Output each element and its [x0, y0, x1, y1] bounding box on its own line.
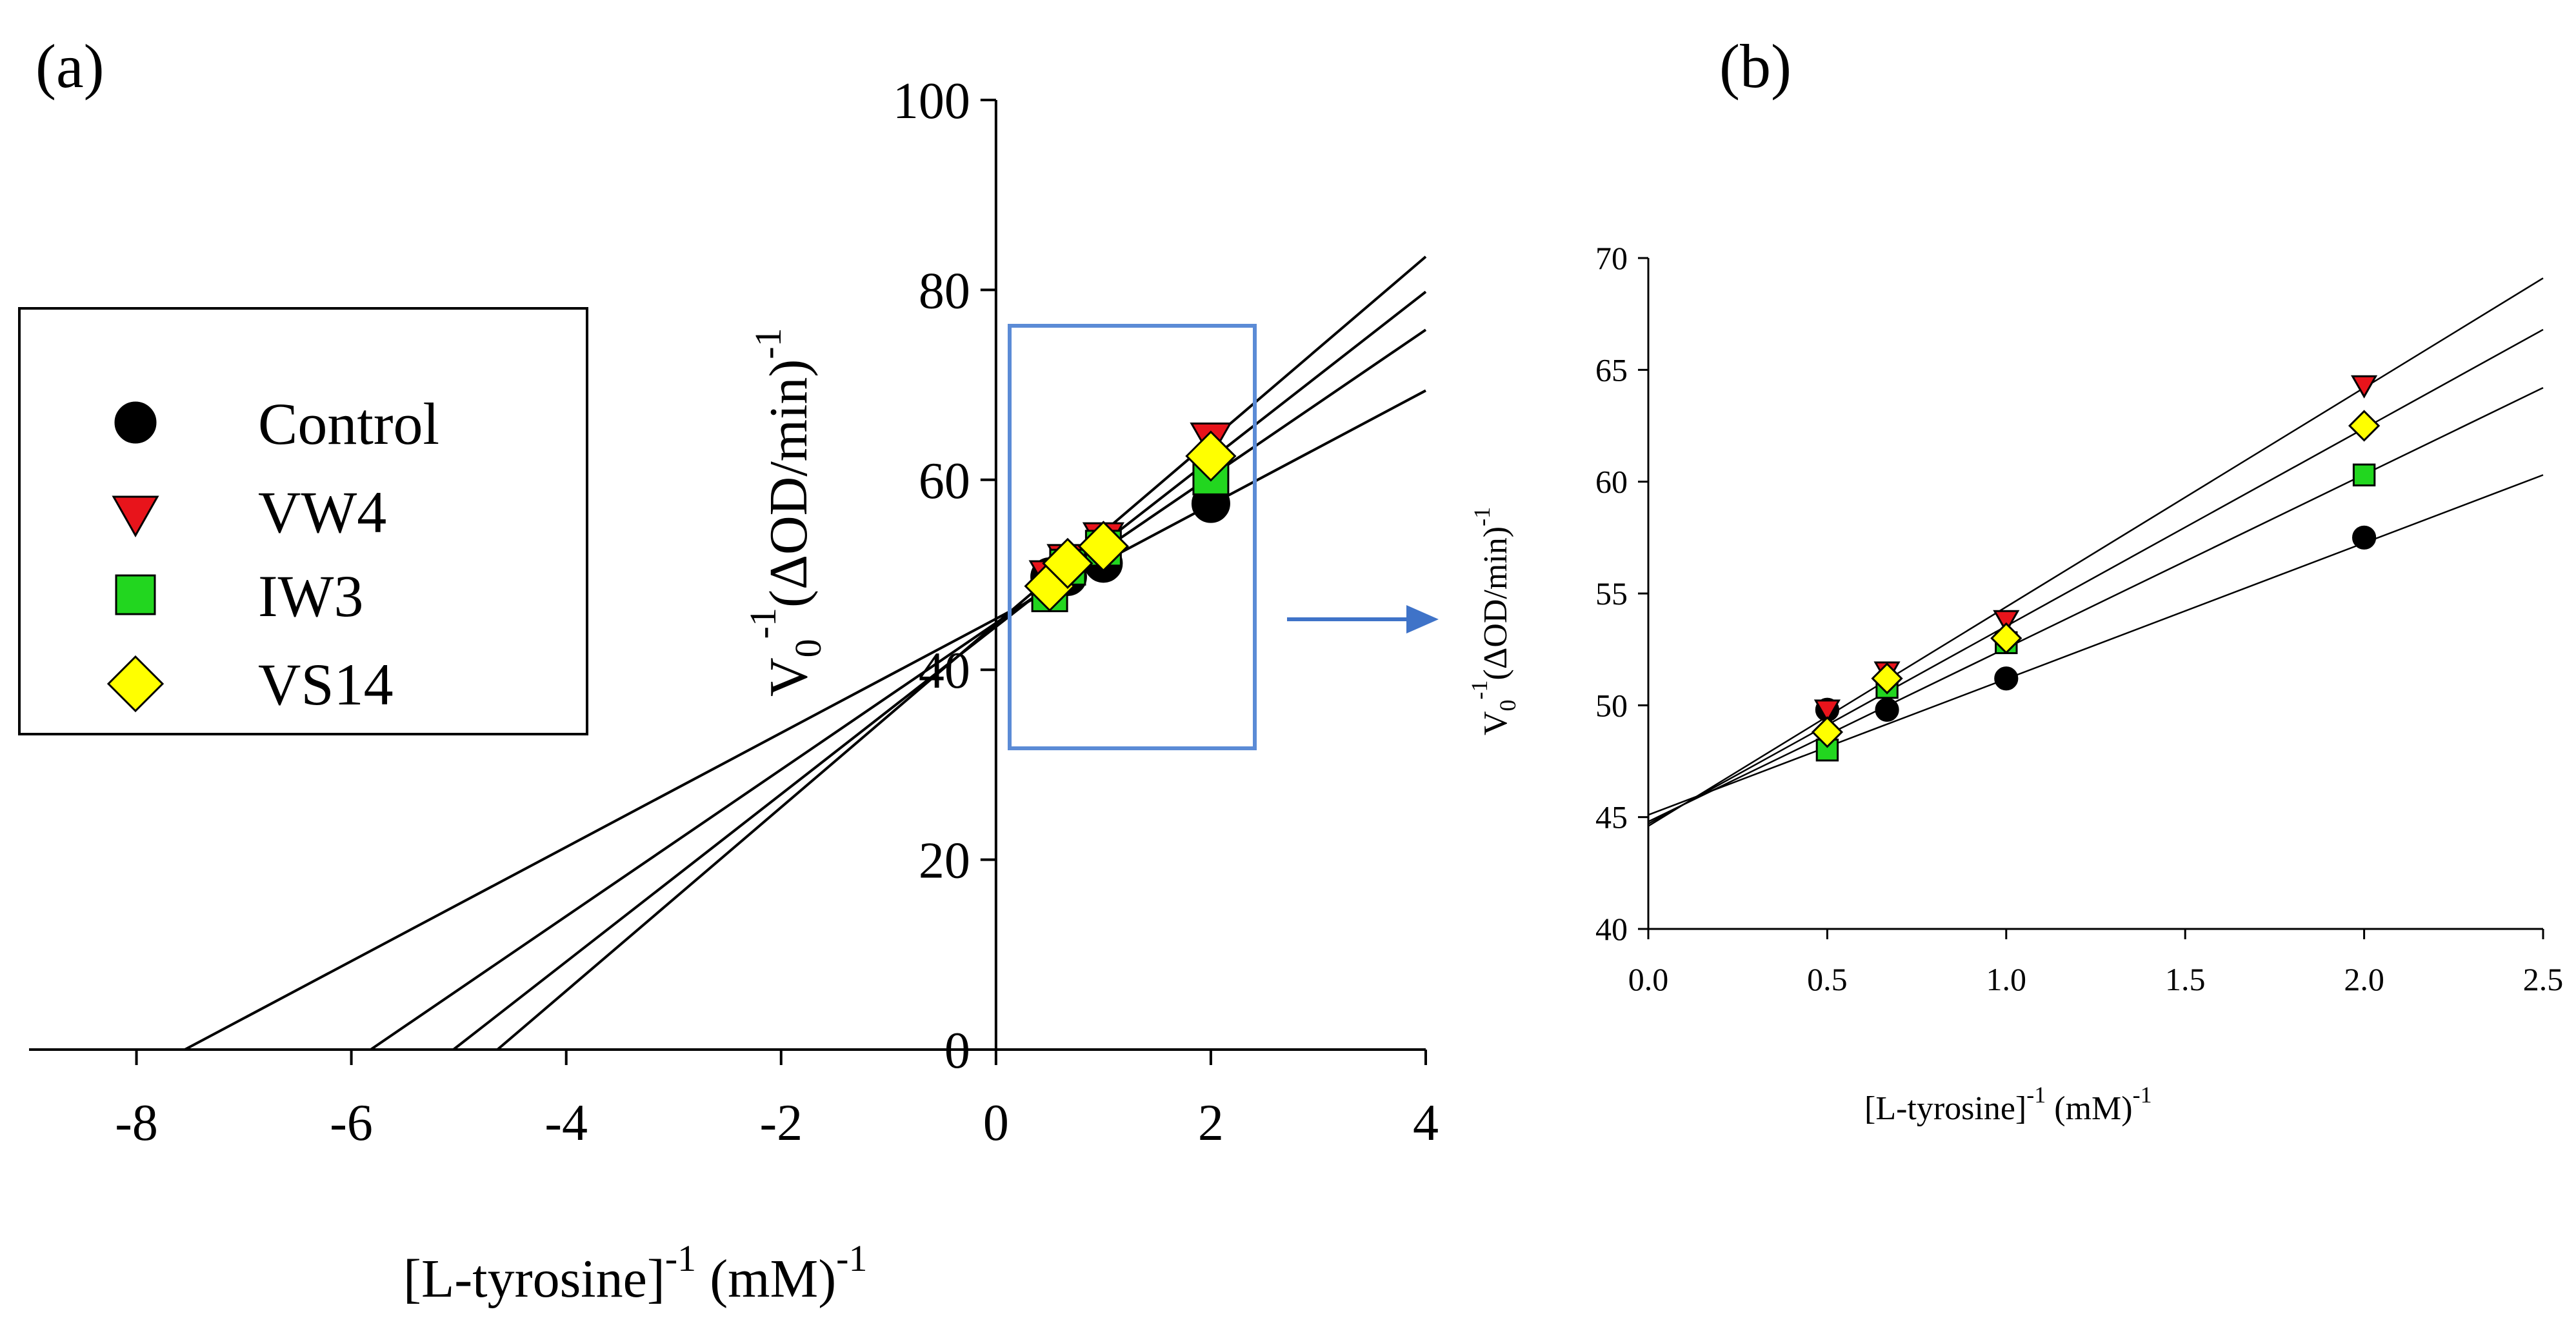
legend-label-control: Control — [258, 391, 439, 457]
panel-b-point-vw4 — [1993, 610, 2020, 633]
legend-label-vs14: VS14 — [258, 652, 394, 717]
panel-b-point-vs14 — [1811, 716, 1844, 748]
panel-b-x-tick-label: 1.5 — [2165, 961, 2206, 997]
legend-marker-vw4 — [112, 495, 159, 538]
panel-b-y-tick-label: 70 — [1595, 240, 1628, 276]
panel-b-y-tick-label: 65 — [1595, 352, 1628, 388]
panel-b-fit-line-iw3 — [1648, 386, 2544, 823]
panel-b-y-tick-label: 40 — [1595, 911, 1628, 947]
panel-b-x-tick-label: 0.0 — [1628, 961, 1669, 997]
arrow-to-panel-b — [1287, 605, 1439, 633]
panel-b-x-tick-label: 0.5 — [1807, 961, 1848, 997]
panel-b-x-axis-title: [L-tyrosine]-1 (mM)-1 — [1864, 1082, 2152, 1127]
legend-marker-iw3 — [115, 574, 156, 615]
panel-b-x-tick-label: 2.0 — [2344, 961, 2384, 997]
panel-b-point-vs14 — [2348, 410, 2381, 442]
panel-a-fit-line-vs14 — [452, 290, 1427, 1051]
panel-a-y-axis-title: V0-1(ΔOD/min)-1 — [742, 328, 829, 697]
panel-a-x-tick-label: -2 — [759, 1095, 803, 1152]
panel-a-x-tick-label: -6 — [330, 1095, 373, 1152]
panel-b-fit-line-control — [1648, 474, 2544, 816]
panel-b-x-tick-label: 2.5 — [2523, 961, 2564, 997]
panel-a-fit-line-iw3 — [370, 328, 1427, 1051]
panel-a-y-tick-label: 40 — [919, 643, 970, 699]
panel-a-x-axis-title: [L-tyrosine]-1 (mM)-1 — [403, 1237, 868, 1309]
panel-label-b: (b) — [1719, 32, 1792, 101]
panel-b-point-control — [2352, 525, 2377, 550]
panel-b-fit-lines — [1648, 277, 2544, 827]
panel-b-point-iw3 — [2352, 463, 2376, 486]
panel-b-point-vw4 — [2351, 375, 2378, 399]
panel-a-x-tick-label: 0 — [983, 1095, 1009, 1152]
panel-a-x-tick-label: 4 — [1413, 1095, 1439, 1152]
panel-b-x-tick-label: 1.0 — [1986, 961, 2027, 997]
panel-a-point-vs14 — [1042, 537, 1093, 589]
panel-a-y-tick-label: 20 — [919, 833, 970, 890]
legend-label-vw4: VW4 — [258, 479, 386, 545]
panel-a-x-tick-label: -8 — [115, 1095, 158, 1152]
panel-a-y-tick-label: 0 — [944, 1022, 970, 1079]
panel-a-y-tick-label: 100 — [893, 73, 970, 130]
panel-label-a: (a) — [35, 32, 105, 101]
panel-b-y-tick-label: 45 — [1595, 799, 1628, 835]
legend: Control VW4 IW3 VS14 — [18, 307, 588, 735]
panel-a-point-vs14 — [1077, 521, 1130, 572]
panel-b-point-vw4 — [1813, 699, 1841, 723]
panel-b-y-tick-label: 55 — [1595, 575, 1628, 612]
panel-a-y-tick-label: 80 — [919, 263, 970, 319]
panel-b-points — [1811, 375, 2381, 762]
panel-b-point-vs14 — [1871, 663, 1903, 695]
legend-marker-vs14 — [106, 655, 165, 713]
legend-marker-control — [114, 401, 157, 444]
panel-b-point-control — [1994, 666, 2019, 691]
panel-b-axes: 0.0 0.5 1.0 1.5 2.0 2.5 40 45 50 55 60 65 70 — [1595, 240, 2563, 997]
legend-box — [18, 307, 588, 735]
panel-b-point-control — [1875, 697, 1899, 722]
panel-a-x-tick-label: 2 — [1198, 1095, 1224, 1152]
panel-b-y-tick-label: 50 — [1595, 687, 1628, 723]
panel-b-point-vs14 — [1990, 622, 2022, 654]
panel-a-points — [1024, 423, 1237, 612]
inset-highlight-box — [1008, 324, 1257, 750]
panel-b-y-axis-title: V0-1(ΔOD/min)-1 — [1466, 507, 1521, 735]
legend-label-iw3: IW3 — [258, 563, 363, 629]
panel-b-fit-line-vs14 — [1648, 328, 2544, 825]
panel-a-x-tick-label: -4 — [544, 1095, 588, 1152]
panel-b-fit-line-vw4 — [1648, 277, 2544, 827]
panel-a-y-tick-label: 60 — [919, 453, 970, 510]
panel-a-point-vs14 — [1185, 430, 1237, 482]
panel-b-y-tick-label: 60 — [1595, 464, 1628, 500]
